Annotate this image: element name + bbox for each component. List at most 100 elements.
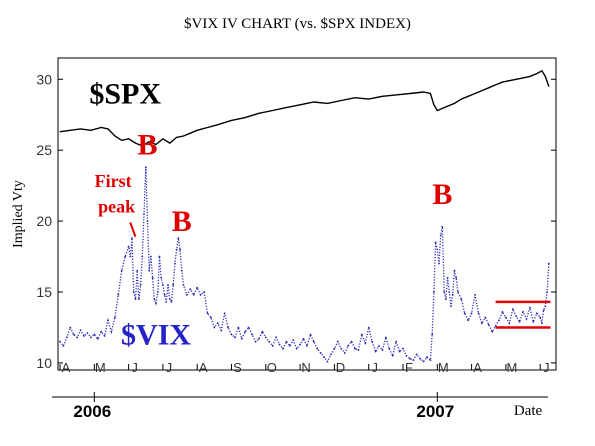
- data-point-vix: [131, 237, 133, 240]
- month-label: M: [95, 360, 106, 375]
- data-point-vix: [163, 293, 166, 296]
- data-point-vix: [180, 269, 183, 272]
- data-point-vix: [333, 347, 336, 350]
- data-point-vix: [306, 345, 308, 347]
- data-point-vix: [312, 340, 315, 343]
- data-point-vix: [426, 356, 428, 359]
- data-point-vix: [398, 350, 401, 353]
- data-point-vix: [336, 340, 339, 343]
- y-tick-label: 10: [36, 355, 52, 371]
- data-point-vix: [206, 312, 209, 315]
- y-tick-label: 30: [36, 71, 52, 87]
- data-point-spx: [536, 73, 538, 75]
- data-point-vix: [511, 308, 514, 310]
- data-point-vix: [107, 319, 109, 322]
- data-point-vix: [59, 340, 61, 343]
- data-point-vix: [374, 350, 377, 353]
- month-label: J: [543, 360, 550, 375]
- data-point-spx: [231, 119, 232, 121]
- data-point-spx: [299, 104, 301, 106]
- annotation-label: B: [172, 205, 192, 238]
- data-point-vix: [93, 333, 96, 336]
- data-point-vix: [268, 340, 271, 343]
- data-point-spx: [481, 90, 483, 92]
- data-point-spx: [244, 117, 246, 119]
- data-point-spx: [440, 108, 442, 110]
- annotation-label: B: [137, 128, 157, 161]
- data-point-spx: [272, 110, 274, 111]
- data-point-vix: [518, 320, 521, 323]
- data-point-vix: [196, 286, 199, 289]
- data-point-vix: [79, 329, 82, 332]
- data-point-vix: [174, 262, 176, 265]
- data-point-vix: [409, 357, 411, 360]
- data-point-spx: [176, 136, 178, 138]
- data-point-vix: [357, 349, 360, 351]
- year-label: 2007: [416, 402, 454, 421]
- data-point-vix: [167, 284, 169, 286]
- series-label: $SPX: [89, 77, 161, 110]
- data-point-vix: [230, 333, 233, 336]
- data-point-vix: [446, 276, 449, 279]
- data-point-spx: [515, 78, 517, 80]
- data-point-vix: [177, 237, 180, 240]
- data-point-vix: [388, 347, 391, 350]
- data-point-spx: [69, 129, 71, 131]
- data-point-spx: [395, 94, 397, 96]
- data-point-vix: [69, 326, 72, 329]
- data-point-vix: [463, 312, 466, 315]
- data-point-vix: [529, 306, 531, 309]
- data-point-vix: [295, 347, 298, 350]
- data-point-spx: [100, 127, 102, 128]
- data-point-vix: [508, 322, 511, 325]
- data-point-spx: [544, 75, 546, 77]
- data-point-vix: [412, 359, 415, 361]
- data-point-spx: [354, 97, 356, 99]
- month-label: F: [405, 360, 413, 375]
- data-point-vix: [441, 225, 444, 228]
- data-point-vix: [515, 315, 518, 317]
- month-label: M: [506, 360, 517, 375]
- data-point-spx: [467, 95, 469, 97]
- month-label: J: [131, 360, 138, 375]
- data-point-vix: [467, 319, 470, 322]
- data-point-vix: [244, 330, 247, 333]
- data-point-spx: [258, 112, 260, 114]
- data-point-vix: [546, 291, 548, 293]
- data-point-vix: [491, 330, 494, 333]
- data-point-vix: [525, 318, 528, 320]
- data-point-vix: [448, 291, 451, 293]
- callout-line: [129, 222, 137, 238]
- data-point-spx: [141, 145, 143, 147]
- data-point-spx: [409, 93, 411, 94]
- data-point-spx: [423, 91, 425, 93]
- data-point-vix: [541, 322, 543, 325]
- data-point-vix: [150, 255, 152, 258]
- data-point-vix: [227, 326, 230, 329]
- data-point-vix: [234, 336, 236, 339]
- data-point-vix: [220, 329, 223, 332]
- data-point-spx: [169, 142, 171, 144]
- data-point-vix: [66, 336, 68, 339]
- data-point-vix: [114, 316, 116, 319]
- data-point-vix: [395, 340, 397, 343]
- series-line-vix: [59, 167, 550, 363]
- data-point-vix: [481, 322, 483, 325]
- data-point-vix: [505, 316, 507, 319]
- data-point-vix: [360, 333, 363, 336]
- data-point-vix: [319, 352, 322, 354]
- data-point-vix: [132, 291, 135, 293]
- data-point-vix: [203, 291, 206, 293]
- data-point-spx: [59, 131, 61, 133]
- data-point-spx: [114, 135, 116, 137]
- data-point-vix: [83, 335, 85, 337]
- data-point-vix: [144, 166, 147, 169]
- data-point-vix: [364, 342, 367, 344]
- data-point-vix: [378, 345, 380, 347]
- data-point-vix: [103, 335, 106, 337]
- data-point-spx: [155, 144, 157, 145]
- data-point-vix: [347, 345, 349, 347]
- data-point-vix: [216, 322, 219, 325]
- data-point-vix: [134, 298, 137, 300]
- month-label: A: [62, 360, 71, 375]
